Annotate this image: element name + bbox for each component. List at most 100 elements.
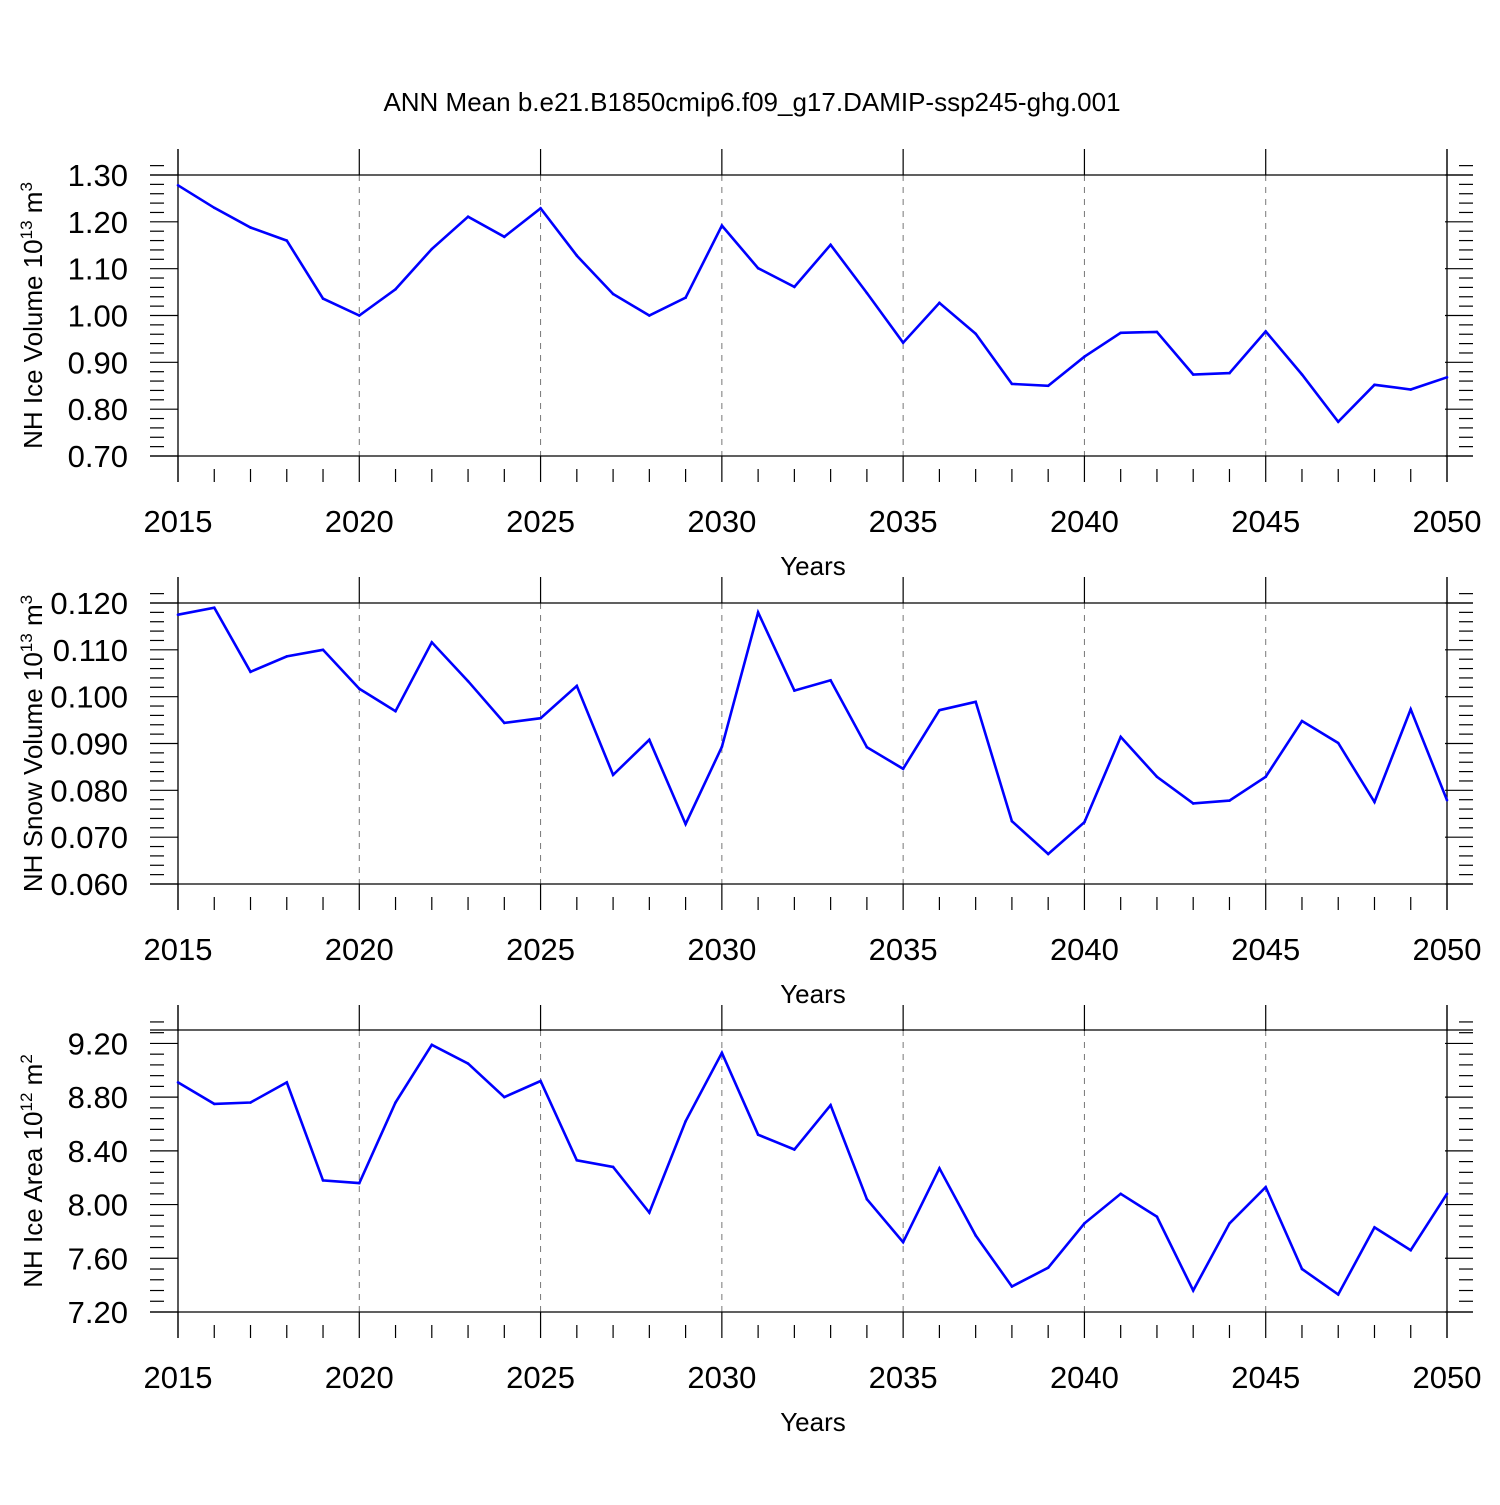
data-point [1191, 373, 1195, 376]
data-point [720, 745, 724, 749]
x-axis-label: Years [780, 1407, 846, 1437]
data-point [1228, 371, 1231, 375]
y-axis-label-text: NH Ice Area 10 [18, 1111, 48, 1287]
data-point [212, 1102, 216, 1106]
y-axis-label-superscript: 2 [17, 1054, 36, 1063]
x-tick-label: 2035 [869, 504, 938, 539]
data-point [611, 292, 615, 296]
data-point [684, 1120, 687, 1123]
data-point [611, 773, 615, 777]
data-point [1409, 1248, 1413, 1252]
data-point [539, 206, 542, 210]
data-point [1155, 775, 1159, 779]
chart-panel-1: 0.70 0.80 0.90 1.00 1.10 1.20 1.30 2015 2020 2025… [17, 149, 1481, 581]
x-tick-label: 2030 [687, 504, 756, 539]
data-point [249, 1101, 252, 1104]
data-point [394, 709, 397, 713]
data-point [1300, 1267, 1304, 1271]
x-tick-label: 2015 [144, 504, 213, 539]
data-point [212, 606, 216, 609]
x-tick-label: 2025 [506, 504, 575, 539]
data-point [793, 1148, 796, 1151]
data-point [1010, 1285, 1014, 1288]
x-tick-label: 2040 [1050, 932, 1119, 967]
data-point [901, 767, 905, 771]
data-point [1264, 1185, 1268, 1189]
y-tick-label: 0.090 [50, 727, 128, 762]
data-point [974, 700, 977, 704]
y-axis-label: NH Snow Volume 1013 m3 [17, 595, 48, 892]
y-axis-label-superscript: 13 [17, 220, 36, 239]
chart-panel-2: 0.060 0.070 0.080 0.090 0.100 0.110 0.120 2015 2… [17, 577, 1481, 1009]
y-tick-label: 0.70 [68, 439, 128, 474]
data-point [430, 1043, 434, 1047]
data-point [176, 184, 180, 187]
y-axis-label: NH Ice Area 1012 m2 [17, 1054, 48, 1288]
data-point [357, 1181, 361, 1185]
y-tick-label: 7.20 [68, 1295, 128, 1330]
data-point [974, 332, 977, 336]
data-point [756, 1133, 760, 1137]
data-point [321, 1179, 325, 1182]
y-axis-label-text: m [18, 1064, 48, 1093]
y-axis-label-superscript: 13 [17, 633, 36, 652]
y-tick-label: 8.00 [68, 1188, 128, 1223]
x-tick-label: 2035 [869, 1360, 938, 1395]
data-point [901, 1240, 905, 1244]
data-point [829, 243, 832, 247]
y-axis-label: NH Ice Volume 1013 m3 [17, 182, 48, 449]
data-point [321, 648, 325, 652]
y-tick-label: 1.10 [68, 252, 128, 287]
data-point [1300, 719, 1304, 723]
y-axis-label-text: m [18, 604, 48, 633]
data-point [793, 689, 796, 692]
data-point [249, 226, 252, 229]
y-axis-label-text: NH Ice Volume 10 [18, 239, 48, 449]
data-point [430, 247, 434, 251]
y-axis-label-superscript: 3 [17, 595, 36, 604]
data-point [176, 613, 180, 617]
data-point [1264, 330, 1268, 333]
data-point [1445, 376, 1449, 379]
data-point [793, 285, 796, 289]
x-tick-label: 2020 [325, 504, 394, 539]
y-tick-label: 0.080 [50, 773, 128, 808]
data-point [503, 721, 506, 725]
y-tick-label: 8.80 [68, 1080, 128, 1115]
x-tick-label: 2015 [144, 1360, 213, 1395]
data-point [285, 655, 289, 658]
data-point [539, 716, 542, 720]
y-axis-label-superscript: 3 [17, 182, 36, 191]
x-tick-label: 2040 [1050, 1360, 1119, 1395]
data-point [1191, 1289, 1195, 1292]
x-tick-label: 2030 [687, 1360, 756, 1395]
data-point [1373, 383, 1376, 387]
data-point [1228, 1222, 1231, 1225]
x-tick-label: 2035 [869, 932, 938, 967]
y-tick-label: 7.60 [68, 1241, 128, 1276]
data-point [1119, 331, 1122, 335]
data-point [938, 301, 941, 305]
data-point [285, 1081, 289, 1084]
x-axis-label: Years [780, 979, 846, 1009]
y-tick-label: 0.110 [53, 633, 128, 668]
data-point [1373, 800, 1376, 804]
data-point [394, 1101, 397, 1104]
data-point [1445, 798, 1449, 802]
x-tick-label: 2050 [1413, 1360, 1482, 1395]
data-point [357, 314, 361, 317]
data-point [720, 224, 724, 227]
data-point [1155, 330, 1159, 334]
x-tick-label: 2020 [325, 1360, 394, 1395]
data-point [1083, 820, 1086, 824]
chart-title: ANN Mean b.e21.B1850cmip6.f09_g17.DAMIP-… [383, 87, 1120, 117]
data-point [1155, 1215, 1159, 1218]
x-tick-label: 2050 [1413, 504, 1482, 539]
data-point [1083, 1222, 1086, 1225]
data-point [575, 254, 579, 257]
data-point [1336, 741, 1340, 745]
data-point [1046, 1266, 1050, 1269]
series-line [177, 1043, 1449, 1297]
data-point [1409, 388, 1413, 391]
